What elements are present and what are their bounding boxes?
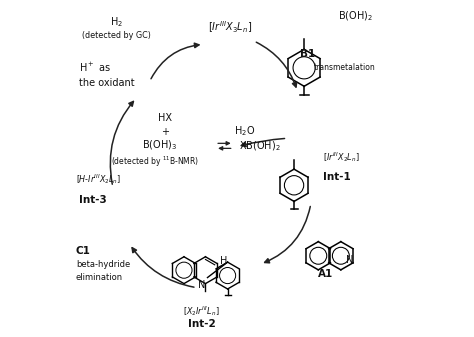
Text: $[Ir^{III}X_3L_n]$: $[Ir^{III}X_3L_n]$ — [209, 20, 253, 35]
Text: A1: A1 — [319, 269, 334, 279]
Text: H$^+$ as: H$^+$ as — [79, 61, 111, 74]
Text: (detected by $^{11}$B-NMR): (detected by $^{11}$B-NMR) — [111, 155, 199, 169]
Text: N: N — [346, 255, 354, 265]
Text: N: N — [198, 280, 205, 290]
Text: transmetalation: transmetalation — [314, 63, 376, 72]
Text: B(OH)$_3$: B(OH)$_3$ — [142, 139, 177, 152]
Text: B1: B1 — [300, 49, 315, 59]
Text: $[H\text{-}Ir^{III}X_2L_n]$: $[H\text{-}Ir^{III}X_2L_n]$ — [76, 172, 121, 185]
Text: $[Ir^{III}X_2L_n]$: $[Ir^{III}X_2L_n]$ — [323, 150, 359, 164]
Text: (detected by GC): (detected by GC) — [82, 31, 151, 40]
Text: H$_2$O: H$_2$O — [234, 125, 255, 139]
Text: Int-2: Int-2 — [188, 319, 216, 329]
Text: the oxidant: the oxidant — [79, 78, 135, 88]
Text: beta-hydride: beta-hydride — [76, 259, 130, 269]
Text: $[X_2Ir^{III}L_n]$: $[X_2Ir^{III}L_n]$ — [183, 304, 220, 318]
Text: +: + — [161, 127, 169, 136]
Text: elimination: elimination — [76, 273, 123, 282]
Text: XB(OH)$_2$: XB(OH)$_2$ — [239, 140, 280, 153]
Text: Int-3: Int-3 — [79, 195, 107, 205]
Text: B(OH)$_2$: B(OH)$_2$ — [337, 9, 373, 23]
Text: HX: HX — [158, 113, 172, 123]
Text: Int-1: Int-1 — [323, 172, 350, 182]
Text: C1: C1 — [76, 246, 91, 256]
Text: H: H — [220, 256, 228, 266]
Text: H$_2$: H$_2$ — [109, 16, 123, 29]
